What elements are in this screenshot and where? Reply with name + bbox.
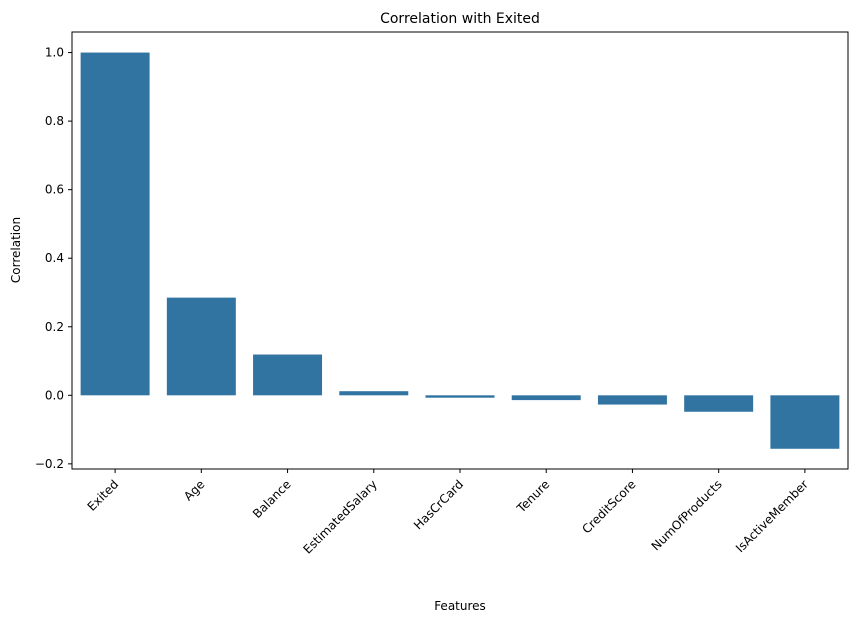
x-tick-label: Age xyxy=(181,477,207,503)
bar-isactivemember xyxy=(770,395,840,449)
bar-tenure xyxy=(511,395,581,401)
y-tick-label: 0.4 xyxy=(45,251,64,265)
y-ticks-group: −0.2 0.0 0.2 0.4 0.6 0.8 1.0 xyxy=(35,46,72,471)
bar-estimatedsalary xyxy=(339,391,409,396)
bar-balance xyxy=(253,354,323,396)
bar-hascrcard xyxy=(425,395,495,398)
y-tick-label: 0.2 xyxy=(45,320,64,334)
bars-group xyxy=(80,52,840,449)
x-tick-label: NumOfProducts xyxy=(649,477,725,553)
x-tick-label: Tenure xyxy=(513,477,552,516)
x-tick-label: CreditScore xyxy=(579,477,638,536)
x-axis-label: Features xyxy=(434,599,486,613)
y-tick-label: −0.2 xyxy=(35,457,64,471)
y-tick-label: 0.8 xyxy=(45,114,64,128)
x-tick-label: HasCrCard xyxy=(411,477,466,532)
y-tick-label: 0.0 xyxy=(45,388,64,402)
y-axis-label: Correlation xyxy=(9,217,23,283)
bar-age xyxy=(166,297,236,396)
x-tick-label: Exited xyxy=(85,477,122,514)
x-tick-label: IsActiveMember xyxy=(733,477,811,555)
bar-numofproducts xyxy=(684,395,754,412)
bar-creditscore xyxy=(597,395,667,405)
x-ticks-group: Exited Age Balance EstimatedSalary HasCrCard… xyxy=(85,469,811,557)
plot-frame xyxy=(71,31,849,470)
bar-exited xyxy=(80,52,150,396)
y-tick-label: 0.6 xyxy=(45,183,64,197)
x-tick-label: Balance xyxy=(250,477,294,521)
x-tick-label: EstimatedSalary xyxy=(300,477,379,556)
chart-title: Correlation with Exited xyxy=(380,11,540,27)
y-tick-label: 1.0 xyxy=(45,46,64,60)
